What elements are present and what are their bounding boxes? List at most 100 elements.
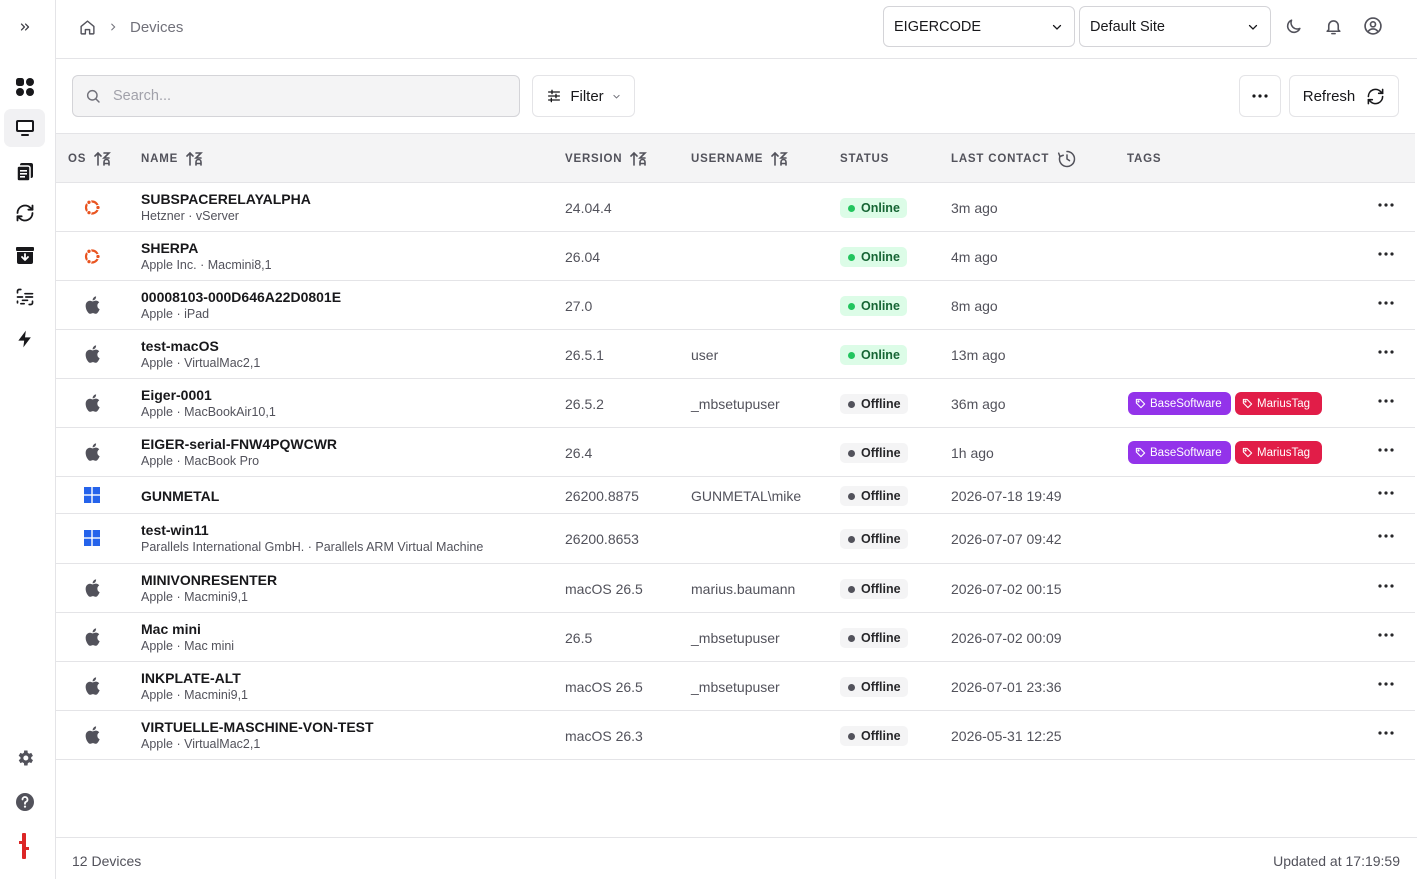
device-name[interactable]: MINIVONRESENTER bbox=[141, 572, 278, 588]
table-row[interactable]: MINIVONRESENTER Apple · Macmini9,1 macOS 2… bbox=[56, 564, 1415, 613]
sidebar-item-sync[interactable] bbox=[4, 194, 45, 232]
column-header-last-contact[interactable]: LAST CONTACT bbox=[951, 150, 1077, 168]
ellipsis-icon bbox=[1252, 94, 1268, 98]
device-model: Apple · MacBookAir10,1 bbox=[141, 405, 276, 419]
status-badge: Offline bbox=[840, 394, 908, 414]
table-row[interactable]: SHERPA Apple Inc. · Macmini8,1 26.04 Online… bbox=[56, 232, 1415, 281]
apple-icon bbox=[82, 344, 102, 364]
sidebar-item-documents[interactable] bbox=[4, 153, 45, 191]
column-os-label: OS bbox=[68, 153, 87, 165]
table-row[interactable]: 00008103-000D646A22D0801E Apple · iPad 27.… bbox=[56, 281, 1415, 330]
device-name[interactable]: INKPLATE-ALT bbox=[141, 670, 241, 686]
status-label: Offline bbox=[861, 680, 901, 694]
user-menu-button[interactable] bbox=[1362, 15, 1384, 37]
breadcrumb: Devices bbox=[79, 17, 183, 37]
column-header-version[interactable]: VERSION bbox=[565, 151, 648, 167]
dark-mode-toggle[interactable] bbox=[1282, 15, 1304, 37]
site-select[interactable]: Default Site bbox=[1079, 6, 1271, 47]
device-name-cell: SHERPA Apple Inc. · Macmini8,1 bbox=[141, 239, 272, 274]
row-actions-button[interactable] bbox=[1374, 723, 1398, 743]
table-row[interactable]: GUNMETAL 26200.8875 GUNMETAL\mike Offline 20… bbox=[56, 477, 1415, 514]
device-last-contact: 2026-07-01 23:36 bbox=[951, 679, 1062, 695]
device-name[interactable]: Mac mini bbox=[141, 621, 201, 637]
sidebar-item-packages[interactable] bbox=[4, 236, 45, 274]
refresh-button[interactable]: Refresh bbox=[1289, 75, 1399, 117]
row-actions-button[interactable] bbox=[1374, 391, 1398, 411]
windows-icon bbox=[82, 485, 102, 505]
sidebar-item-automations[interactable] bbox=[4, 320, 45, 358]
row-actions-button[interactable] bbox=[1374, 625, 1398, 645]
ellipsis-icon bbox=[1378, 252, 1394, 256]
row-actions-button[interactable] bbox=[1374, 293, 1398, 313]
notifications-button[interactable] bbox=[1322, 15, 1344, 37]
device-version: 26200.8875 bbox=[565, 488, 639, 504]
row-actions-button[interactable] bbox=[1374, 576, 1398, 596]
device-username: _mbsetupuser bbox=[691, 679, 780, 695]
status-dot bbox=[848, 302, 855, 310]
apple-icon bbox=[82, 295, 102, 315]
tag-chip[interactable]: MariusTag bbox=[1235, 392, 1322, 415]
table-row[interactable]: SUBSPACERELAYALPHA Hetzner · vServer 24.04… bbox=[56, 183, 1415, 232]
device-name[interactable]: test-macOS bbox=[141, 338, 219, 354]
table-row[interactable]: EIGER-serial-FNW4PQWCWR Apple · MacBook P… bbox=[56, 428, 1415, 477]
apple-icon bbox=[82, 393, 102, 413]
device-last-contact: 8m ago bbox=[951, 298, 998, 314]
device-name[interactable]: VIRTUELLE-MASCHINE-VON-TEST bbox=[141, 719, 374, 735]
column-header-name[interactable]: NAME bbox=[141, 151, 204, 167]
ellipsis-icon bbox=[1378, 491, 1394, 495]
sidebar-item-devices[interactable] bbox=[4, 109, 45, 147]
status-badge: Offline bbox=[840, 677, 908, 697]
table-row[interactable]: VIRTUELLE-MASCHINE-VON-TEST Apple · Virtu… bbox=[56, 711, 1415, 760]
organization-select-value: EIGERCODE bbox=[894, 18, 982, 35]
tag-icon bbox=[1242, 398, 1253, 409]
device-name[interactable]: SHERPA bbox=[141, 240, 199, 256]
device-name[interactable]: test-win11 bbox=[141, 522, 209, 538]
device-name[interactable]: EIGER-serial-FNW4PQWCWR bbox=[141, 436, 338, 452]
device-name[interactable]: 00008103-000D646A22D0801E bbox=[141, 289, 342, 305]
refresh-label: Refresh bbox=[1302, 87, 1356, 105]
device-name[interactable]: SUBSPACERELAYALPHA bbox=[141, 191, 311, 207]
row-actions-button[interactable] bbox=[1374, 440, 1398, 460]
sidebar-item-scripts[interactable] bbox=[4, 278, 45, 316]
table-row[interactable]: Eiger-0001 Apple · MacBookAir10,1 26.5.2 _m… bbox=[56, 379, 1415, 428]
device-name-cell: 00008103-000D646A22D0801E Apple · iPad bbox=[141, 288, 341, 323]
search-input[interactable] bbox=[113, 88, 493, 104]
filter-button[interactable]: Filter bbox=[532, 75, 635, 117]
expand-sidebar-button[interactable] bbox=[4, 8, 45, 46]
row-actions-button[interactable] bbox=[1374, 674, 1398, 694]
device-name[interactable]: Eiger-0001 bbox=[141, 387, 212, 403]
row-actions-button[interactable] bbox=[1374, 244, 1398, 264]
tag-chip[interactable]: BaseSoftware bbox=[1128, 392, 1231, 415]
sidebar-item-dashboard[interactable] bbox=[4, 68, 45, 106]
more-actions-button[interactable] bbox=[1239, 75, 1281, 117]
table-row[interactable]: test-win11 Parallels International GmbH. … bbox=[56, 514, 1415, 564]
column-header-status[interactable]: STATUS bbox=[840, 151, 889, 167]
row-actions-button[interactable] bbox=[1374, 483, 1398, 503]
home-icon[interactable] bbox=[79, 19, 96, 36]
tag-chip[interactable]: BaseSoftware bbox=[1128, 441, 1231, 464]
table-row[interactable]: Mac mini Apple · Mac mini 26.5 _mbsetupuser… bbox=[56, 613, 1415, 662]
ellipsis-icon bbox=[1378, 682, 1394, 686]
device-username: marius.baumann bbox=[691, 581, 796, 597]
table-row[interactable]: test-macOS Apple · VirtualMac2,1 26.5.1 use… bbox=[56, 330, 1415, 379]
sidebar-item-help[interactable] bbox=[4, 783, 45, 821]
sort-icon bbox=[771, 151, 789, 166]
organization-select[interactable]: EIGERCODE bbox=[883, 6, 1075, 47]
device-name[interactable]: GUNMETAL bbox=[141, 488, 220, 504]
row-actions-button[interactable] bbox=[1374, 526, 1398, 546]
device-version: 26.5.2 bbox=[565, 396, 604, 412]
apple-icon bbox=[82, 578, 102, 598]
device-username: _mbsetupuser bbox=[691, 630, 780, 646]
column-header-username[interactable]: USERNAME bbox=[691, 151, 789, 167]
row-actions-button[interactable] bbox=[1374, 342, 1398, 362]
column-last-contact-label: LAST CONTACT bbox=[951, 153, 1050, 165]
sidebar-item-settings[interactable] bbox=[4, 739, 45, 777]
row-actions-button[interactable] bbox=[1374, 195, 1398, 215]
status-label: Offline bbox=[861, 582, 901, 596]
device-model: Apple · Mac mini bbox=[141, 639, 235, 653]
table-row[interactable]: INKPLATE-ALT Apple · Macmini9,1 macOS 26.5… bbox=[56, 662, 1415, 711]
tag-chip[interactable]: MariusTag bbox=[1235, 441, 1322, 464]
column-header-os[interactable]: OS bbox=[68, 151, 112, 167]
windows-icon bbox=[82, 528, 102, 548]
chevrons-right-icon bbox=[20, 23, 29, 31]
